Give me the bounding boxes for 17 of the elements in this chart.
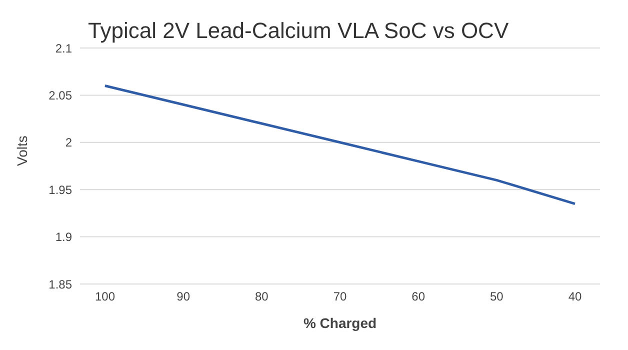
chart-title: Typical 2V Lead-Calcium VLA SoC vs OCV bbox=[88, 18, 509, 44]
y-tick-label: 1.95 bbox=[48, 182, 72, 197]
x-tick-label: 50 bbox=[490, 290, 504, 304]
x-tick-label: 90 bbox=[176, 290, 190, 304]
x-tick-label: 80 bbox=[254, 290, 269, 304]
x-axis-title: % Charged bbox=[303, 315, 377, 331]
x-tick-label: 70 bbox=[333, 290, 347, 304]
x-tick-label: 60 bbox=[412, 290, 426, 304]
y-tick-label: 2 bbox=[65, 136, 72, 150]
y-axis-title: Volts bbox=[14, 136, 30, 166]
y-tick-label: 2.05 bbox=[48, 88, 72, 102]
y-tick-label: 1.9 bbox=[55, 230, 72, 244]
line-series bbox=[104, 84, 576, 206]
x-tick-label: 40 bbox=[568, 290, 582, 304]
y-tick-label: 1.85 bbox=[48, 277, 72, 292]
y-tick-label: 2.1 bbox=[55, 41, 72, 56]
x-tick-label: 100 bbox=[94, 290, 116, 304]
